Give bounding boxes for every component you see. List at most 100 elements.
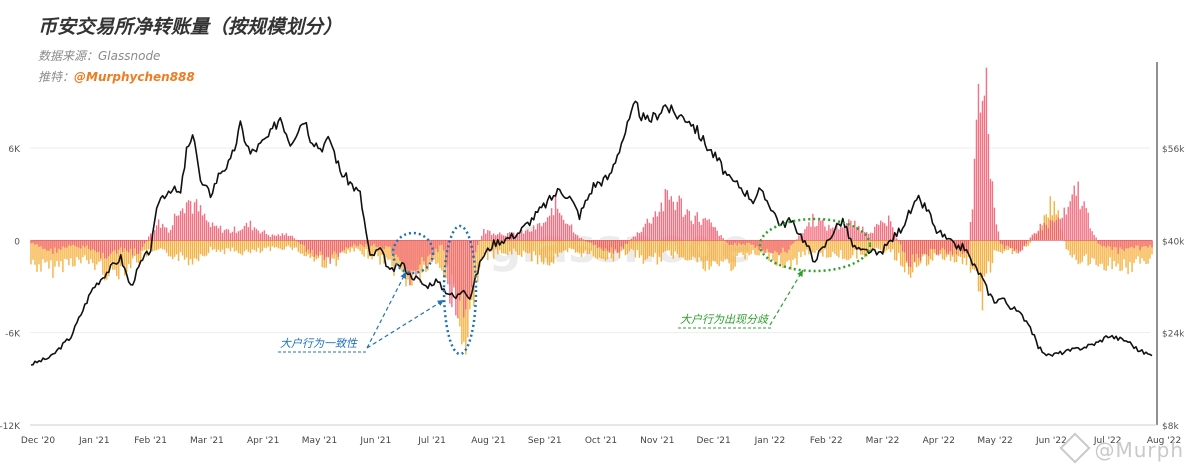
orange-bar bbox=[776, 240, 778, 266]
red-bar bbox=[459, 240, 461, 301]
orange-bar bbox=[931, 240, 934, 261]
orange-bar bbox=[78, 240, 80, 260]
x-tick-label: Apr '22 bbox=[923, 436, 955, 446]
orange-bar bbox=[520, 240, 523, 257]
orange-bar bbox=[1133, 240, 1135, 264]
orange-bar bbox=[538, 240, 541, 256]
red-bar bbox=[742, 240, 744, 244]
orange-bar bbox=[48, 240, 50, 269]
red-bar bbox=[327, 240, 329, 258]
orange-bar bbox=[1113, 240, 1115, 261]
orange-bar bbox=[245, 240, 248, 250]
orange-bar bbox=[1149, 240, 1151, 259]
red-bar bbox=[556, 208, 559, 241]
red-bar bbox=[1129, 240, 1131, 248]
orange-bar bbox=[544, 240, 547, 258]
orange-bar bbox=[516, 240, 519, 255]
orange-bar bbox=[171, 240, 174, 260]
orange-bar bbox=[897, 240, 900, 254]
orange-bar bbox=[195, 240, 198, 260]
red-bar bbox=[999, 240, 1002, 244]
orange-bar bbox=[664, 240, 667, 252]
red-bar bbox=[868, 233, 870, 241]
x-tick-label: Dec '20 bbox=[21, 436, 55, 446]
red-bar bbox=[165, 227, 168, 241]
orange-bar bbox=[852, 240, 854, 256]
red-bar bbox=[786, 240, 788, 253]
red-bar bbox=[359, 240, 361, 245]
red-bar bbox=[1065, 214, 1067, 241]
orange-bar bbox=[750, 240, 752, 255]
orange-bar bbox=[149, 240, 152, 248]
red-bar bbox=[30, 240, 32, 244]
red-bar bbox=[923, 240, 926, 254]
orange-bar bbox=[718, 240, 720, 267]
red-bar bbox=[305, 240, 307, 252]
red-bar bbox=[606, 240, 609, 251]
red-bar bbox=[963, 240, 966, 253]
red-bar bbox=[744, 240, 746, 245]
red-bar bbox=[439, 240, 441, 246]
red-bar bbox=[626, 240, 629, 244]
orange-bar bbox=[987, 240, 990, 262]
red-bar bbox=[532, 225, 535, 241]
red-bar bbox=[126, 240, 128, 252]
orange-bar bbox=[536, 240, 539, 265]
orange-bar bbox=[1119, 240, 1121, 272]
orange-bar bbox=[736, 240, 738, 257]
annotation-arrow-consistency-2 bbox=[366, 299, 445, 349]
orange-bar bbox=[217, 240, 220, 250]
red-bar bbox=[455, 240, 457, 316]
red-bar bbox=[590, 240, 593, 243]
red-bar bbox=[748, 240, 750, 243]
red-bar bbox=[495, 235, 497, 241]
red-bar bbox=[1081, 205, 1083, 241]
red-bar bbox=[52, 240, 54, 254]
orange-bar bbox=[130, 240, 132, 269]
orange-bar bbox=[514, 240, 517, 252]
orange-bar bbox=[383, 240, 385, 264]
orange-bar bbox=[1131, 240, 1133, 272]
red-bar bbox=[850, 220, 852, 241]
orange-bar bbox=[880, 240, 882, 250]
orange-bar bbox=[163, 240, 166, 250]
red-bar bbox=[379, 240, 381, 247]
red-bar bbox=[929, 240, 932, 249]
orange-bar bbox=[710, 240, 712, 267]
red-bar bbox=[365, 240, 367, 245]
red-bar bbox=[112, 240, 114, 252]
orange-bar bbox=[860, 240, 862, 255]
orange-bar bbox=[814, 240, 816, 253]
red-bar bbox=[1059, 219, 1061, 241]
red-bar bbox=[889, 221, 892, 241]
orange-bar bbox=[275, 240, 278, 248]
orange-bar bbox=[792, 240, 794, 260]
red-bar bbox=[778, 240, 780, 256]
red-bar bbox=[840, 226, 842, 241]
red-bar bbox=[163, 227, 166, 241]
orange-bar bbox=[800, 240, 802, 258]
orange-bar bbox=[850, 240, 852, 259]
red-bar bbox=[989, 178, 992, 241]
orange-bar bbox=[489, 240, 491, 250]
x-tick-label: Jun '22 bbox=[1035, 436, 1067, 446]
red-bar bbox=[175, 215, 178, 241]
red-bar bbox=[1115, 240, 1117, 248]
orange-bar bbox=[1001, 240, 1004, 254]
red-bar bbox=[503, 235, 505, 241]
orange-bar bbox=[479, 240, 481, 268]
orange-bar bbox=[1145, 240, 1147, 264]
red-bar bbox=[291, 235, 294, 241]
orange-bar bbox=[1065, 240, 1067, 250]
x-tick-label: Mar '21 bbox=[190, 436, 224, 446]
annotation-arrow-divergence bbox=[769, 269, 804, 326]
red-bar bbox=[389, 240, 391, 247]
orange-bar bbox=[738, 240, 740, 254]
red-bar bbox=[895, 238, 898, 241]
red-bar bbox=[453, 240, 455, 288]
red-bar bbox=[876, 223, 878, 241]
red-bar bbox=[1075, 195, 1077, 241]
orange-bar bbox=[662, 240, 665, 253]
red-bar bbox=[750, 240, 752, 245]
red-bar bbox=[736, 240, 738, 246]
